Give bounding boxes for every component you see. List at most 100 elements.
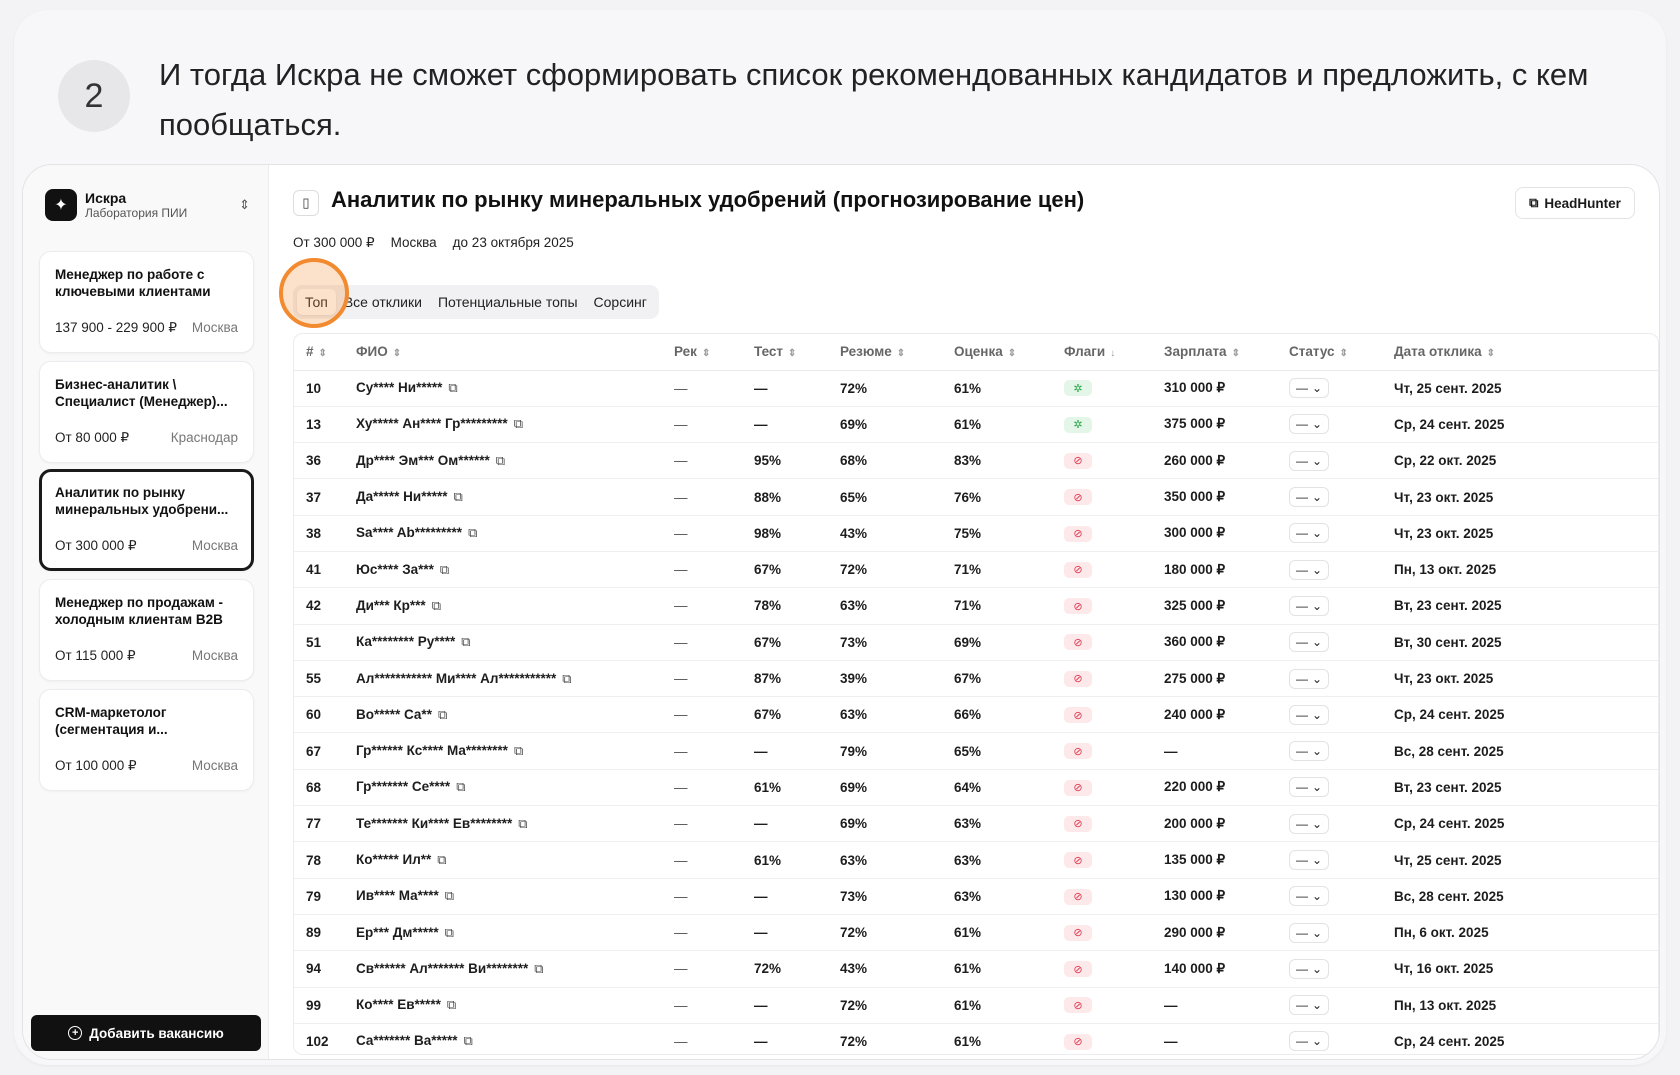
col-resume[interactable]: Резюме ⇕ <box>840 334 954 371</box>
status-select[interactable]: — ⌄ <box>1289 632 1330 653</box>
vacancy-card[interactable]: Бизнес-аналитик \ Специалист (Менеджер).… <box>39 361 254 463</box>
status-select[interactable]: — ⌄ <box>1289 886 1330 907</box>
vacancy-card[interactable]: CRM-маркетолог (сегментация и... От 100 … <box>39 689 254 791</box>
external-link-icon[interactable]: ⧉ <box>453 489 463 505</box>
external-link-icon[interactable]: ⧉ <box>534 960 544 976</box>
cell-name[interactable]: Те******* Ки**** Ев******** ⧉ <box>356 805 674 843</box>
cell-name[interactable]: Во***** Са** ⧉ <box>356 696 674 734</box>
external-link-icon[interactable]: ⧉ <box>439 561 450 577</box>
col-name[interactable]: ФИО ⇕ <box>356 334 674 371</box>
external-link-icon[interactable]: ⧉ <box>444 888 454 904</box>
status-select[interactable]: — ⌄ <box>1289 378 1330 399</box>
cell-name[interactable]: Ив**** Ма**** ⧉ <box>356 878 674 915</box>
status-select[interactable]: — ⌄ <box>1289 523 1330 544</box>
table-row[interactable]: 67 Гр****** Кс**** Ма******** ⧉ — —79% 65% ⊘ — —… <box>294 732 1658 770</box>
sidebar-toggle-icon[interactable]: ▯ <box>293 190 319 216</box>
table-row[interactable]: 13 Ху***** Ан**** Гр********* ⧉ — —69% 61% ✲ 37… <box>294 406 1658 444</box>
external-link-icon[interactable]: ⧉ <box>513 416 523 432</box>
add-vacancy-button[interactable]: + Добавить вакансию <box>31 1015 261 1051</box>
external-link-icon[interactable]: ⧉ <box>461 634 471 650</box>
status-select[interactable]: — ⌄ <box>1289 704 1330 725</box>
cell-name[interactable]: Су**** Ни***** ⧉ <box>356 370 674 407</box>
workspace-switcher[interactable]: ✦ Искра Лаборатория ПИИ ⇕ <box>45 187 250 223</box>
external-link-icon[interactable]: ⧉ <box>463 1033 473 1049</box>
external-link-icon[interactable]: ⧉ <box>562 670 572 686</box>
table-row[interactable]: 42 Ди*** Кр*** ⧉ —78% 63% 71% ⊘ 325 000 ₽ — ⌄ Вт, … <box>294 587 1658 625</box>
status-select[interactable]: — ⌄ <box>1289 777 1330 798</box>
col-date[interactable]: Дата отклика ⇕ <box>1394 334 1658 371</box>
cell-name[interactable]: Др**** Эм*** Ом****** ⧉ <box>356 442 674 480</box>
vacancy-card[interactable]: Менеджер по продажам - холодным клиентам… <box>39 579 254 681</box>
status-select[interactable]: — ⌄ <box>1289 958 1330 979</box>
external-link-icon[interactable]: ⧉ <box>444 924 454 940</box>
external-link-icon[interactable]: ⧉ <box>448 380 458 396</box>
col-flags[interactable]: Флаги ↓ <box>1064 334 1164 371</box>
cell-name[interactable]: Ху***** Ан**** Гр********* ⧉ <box>356 406 674 444</box>
cell-name[interactable]: Юс**** За*** ⧉ <box>356 551 674 589</box>
col-score[interactable]: Оценка ⇕ <box>954 334 1064 371</box>
table-row[interactable]: 102 Са******* Ва***** ⧉ — —72% 61% ⊘ — — ⌄ Ср, 24 … <box>294 1023 1658 1054</box>
table-row[interactable]: 68 Гр******* Се**** ⧉ —61% 69% 64% ⊘ 220 000 ₽ —… <box>294 769 1658 807</box>
external-link-icon[interactable]: ⧉ <box>446 997 457 1013</box>
status-select[interactable]: — ⌄ <box>1289 995 1330 1016</box>
table-row[interactable]: 38 Sa**** Ab********* ⧉ —98% 43% 75% ⊘ 300 000 … <box>294 515 1658 552</box>
external-link-icon[interactable]: ⧉ <box>437 852 447 867</box>
table-row[interactable]: 10 Су**** Ни***** ⧉ — —72% 61% ✲ 310 000 ₽ — ⌄ Чт,… <box>294 370 1658 407</box>
status-select[interactable]: — ⌄ <box>1289 813 1330 834</box>
status-select[interactable]: — ⌄ <box>1289 850 1330 870</box>
col-test[interactable]: Тест ⇕ <box>754 334 840 371</box>
status-select[interactable]: — ⌄ <box>1289 559 1330 580</box>
cell-name[interactable]: Ал*********** Ми**** Ал*********** ⧉ <box>356 660 674 698</box>
table-row[interactable]: 60 Во***** Са** ⧉ —67% 63% 66% ⊘ 240 000 ₽ — ⌄ Ср,… <box>294 696 1658 734</box>
headhunter-button[interactable]: ⧉ HeadHunter <box>1515 187 1635 219</box>
status-select[interactable]: — ⌄ <box>1289 741 1330 762</box>
cell-name[interactable]: Ка******** Ру**** ⧉ <box>356 624 674 661</box>
cell-name[interactable]: Гр******* Се**** ⧉ <box>356 769 674 807</box>
table-row[interactable]: 79 Ив**** Ма**** ⧉ — —73% 63% ⊘ 130 000 ₽ — ⌄ Вс, … <box>294 878 1658 915</box>
cell-name[interactable]: Ко***** Ил** ⧉ <box>356 841 674 879</box>
external-link-icon[interactable]: ⧉ <box>431 597 441 613</box>
status-select[interactable]: — ⌄ <box>1289 450 1330 471</box>
col-salary[interactable]: Зарплата ⇕ <box>1164 334 1289 371</box>
tab-potential-top[interactable]: Потенциальные топы <box>437 294 578 310</box>
col-status[interactable]: Статус ⇕ <box>1289 334 1394 371</box>
vacancy-card[interactable]: Менеджер по работе с ключевыми клиентами… <box>39 251 254 353</box>
status-select[interactable]: — ⌄ <box>1289 668 1330 689</box>
external-link-icon[interactable]: ⧉ <box>468 525 478 541</box>
table-row[interactable]: 41 Юс**** За*** ⧉ —67% 72% 71% ⊘ 180 000 ₽ — ⌄ Пн,… <box>294 551 1658 589</box>
cell-name[interactable]: Ко**** Ев***** ⧉ <box>356 987 674 1024</box>
table-row[interactable]: 37 Да***** Ни***** ⧉ —88% 65% 76% ⊘ 350 000 ₽ — ⌄… <box>294 478 1658 516</box>
tab-sourcing[interactable]: Сорсинг <box>593 294 647 310</box>
table-row[interactable]: 94 Св****** Ал******* Ви******** ⧉ —72% 43% 6… <box>294 950 1658 988</box>
table-row[interactable]: 77 Те******* Ки**** Ев******** ⧉ — —69% 63% ⊘ 2… <box>294 805 1658 843</box>
tab-all-responses[interactable]: Все отклики <box>343 294 422 310</box>
table-row[interactable]: 78 Ко***** Ил** ⧉ —61% 63% 63% ⊘ 135 000 ₽ — ⌄ Чт,… <box>294 841 1658 879</box>
tab-top[interactable]: Топ <box>297 289 336 315</box>
external-link-icon[interactable]: ⧉ <box>513 743 524 759</box>
vacancy-card-active[interactable]: Аналитик по рынку минеральных удобрени..… <box>39 469 254 571</box>
external-link-icon[interactable]: ⧉ <box>495 452 506 468</box>
cell-name[interactable]: Sa**** Ab********* ⧉ <box>356 515 674 552</box>
external-link-icon[interactable]: ⧉ <box>518 815 528 831</box>
status-select[interactable]: — ⌄ <box>1289 487 1330 508</box>
external-link-icon[interactable]: ⧉ <box>456 779 466 795</box>
status-select[interactable]: — ⌄ <box>1289 595 1330 616</box>
cell-name[interactable]: Да***** Ни***** ⧉ <box>356 478 674 516</box>
col-number[interactable]: # ⇕ <box>294 334 356 371</box>
table-row[interactable]: 89 Ер*** Дм***** ⧉ — —72% 61% ⊘ 290 000 ₽ — ⌄ Пн, … <box>294 914 1658 952</box>
col-rec[interactable]: Рек ⇕ <box>674 334 754 371</box>
table-row[interactable]: 99 Ко**** Ев***** ⧉ — —72% 61% ⊘ — — ⌄ Пн, 13 окт.… <box>294 987 1658 1024</box>
table-row[interactable]: 55 Ал*********** Ми**** Ал*********** ⧉ —87… <box>294 660 1658 698</box>
chevron-down-icon: ⌄ <box>1312 526 1323 541</box>
table-row[interactable]: 36 Др**** Эм*** Ом****** ⧉ —95% 68% 83% ⊘ 260 0… <box>294 442 1658 480</box>
status-select[interactable]: — ⌄ <box>1289 1031 1330 1052</box>
cell-name[interactable]: Са******* Ва***** ⧉ <box>356 1023 674 1054</box>
status-select[interactable]: — ⌄ <box>1289 922 1330 943</box>
table-row[interactable]: 51 Ка******** Ру**** ⧉ —67% 73% 69% ⊘ 360 000 ₽… <box>294 624 1658 661</box>
status-select[interactable]: — ⌄ <box>1289 414 1330 435</box>
cell-name[interactable]: Св****** Ал******* Ви******** ⧉ <box>356 950 674 988</box>
cell-name[interactable]: Ди*** Кр*** ⧉ <box>356 587 674 625</box>
cell-name[interactable]: Гр****** Кс**** Ма******** ⧉ <box>356 732 674 770</box>
external-link-icon[interactable]: ⧉ <box>437 706 448 722</box>
cell-name[interactable]: Ер*** Дм***** ⧉ <box>356 914 674 952</box>
